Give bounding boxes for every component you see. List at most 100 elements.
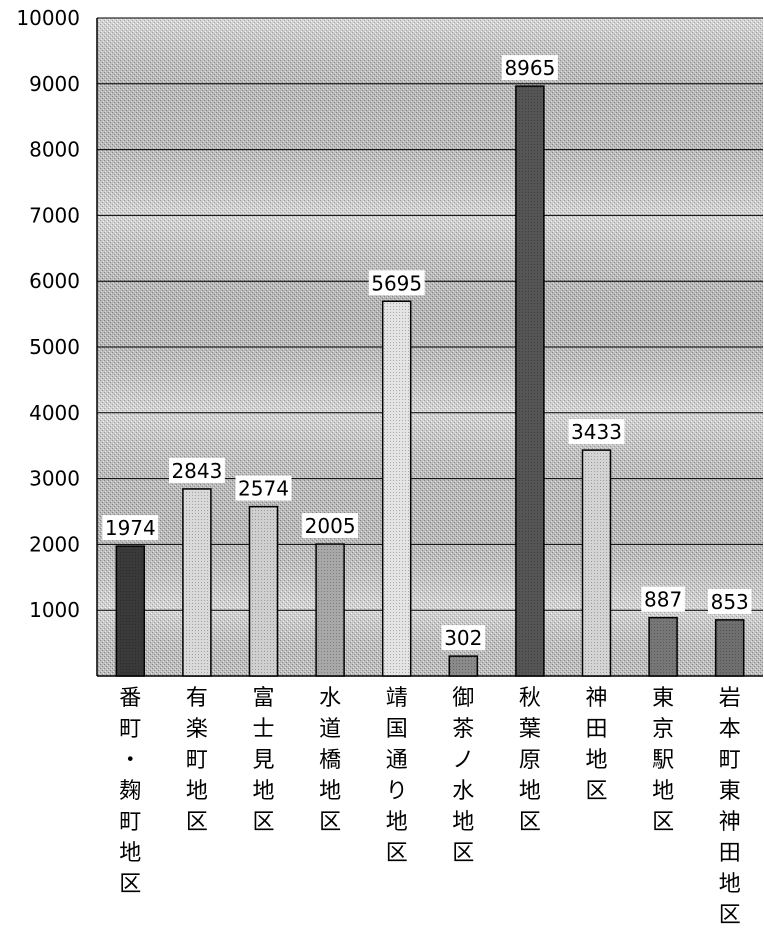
data-label-background xyxy=(302,513,359,539)
x-category-char: 区 xyxy=(119,872,141,897)
data-label: 2843 xyxy=(171,459,222,483)
x-category-char: 区 xyxy=(719,903,741,928)
x-axis: 番町・麹町地区有楽町地区富士見地区水道橋地区靖国通り地区御茶ノ水地区秋葉原地区神… xyxy=(119,686,740,928)
x-category-char: 区 xyxy=(252,810,274,835)
data-label-background xyxy=(168,457,225,483)
x-category-char: 有 xyxy=(186,686,208,711)
x-category-char: 地 xyxy=(519,779,541,804)
x-category-char: 地 xyxy=(252,779,274,804)
gridlines xyxy=(97,17,763,611)
data-label-background xyxy=(707,588,752,614)
data-label-background xyxy=(641,586,685,612)
bar-texture xyxy=(582,450,611,676)
x-category-char: 駅 xyxy=(652,748,674,773)
data-label: 887 xyxy=(644,588,682,612)
x-category-char: 区 xyxy=(319,810,341,835)
x-category-char: 地 xyxy=(119,841,141,866)
x-category-char: 岩 xyxy=(719,686,741,711)
data-label: 1974 xyxy=(105,516,156,540)
x-category-char: 靖 xyxy=(386,686,408,711)
y-tick-label: 4000 xyxy=(29,401,80,425)
x-category-char: 番 xyxy=(119,686,141,711)
data-label: 2005 xyxy=(305,514,356,538)
bar-texture xyxy=(515,86,544,676)
x-category-char: ・ xyxy=(119,748,141,773)
x-category-char: 道 xyxy=(319,717,341,742)
x-category-char: 田 xyxy=(585,717,607,742)
x-category-char: 士 xyxy=(252,717,274,742)
x-category-char: 通 xyxy=(386,748,408,773)
x-category-char: 区 xyxy=(386,841,408,866)
x-category-char: り xyxy=(386,779,408,804)
x-category-char: 地 xyxy=(186,779,208,804)
y-tick-label: 5000 xyxy=(29,335,80,359)
data-label: 5695 xyxy=(371,271,422,295)
x-category-char: 神 xyxy=(585,686,607,711)
data-label: 302 xyxy=(444,626,482,650)
data-label: 853 xyxy=(711,590,749,614)
bar-texture xyxy=(715,619,744,676)
data-label-background xyxy=(102,515,159,541)
x-category-char: 楽 xyxy=(186,717,208,742)
bar-texture xyxy=(116,546,145,676)
x-category-char: 国 xyxy=(386,717,408,742)
x-category-char: 区 xyxy=(519,810,541,835)
x-category-char: 区 xyxy=(186,810,208,835)
x-category-char: 地 xyxy=(585,748,607,773)
y-tick-label: 10000 xyxy=(16,6,80,30)
y-axis: 1000 2000 3000 4000 5000 6000 7000 8000 9000 1000… xyxy=(16,6,763,677)
data-label: 2574 xyxy=(238,477,289,501)
x-category-char: 地 xyxy=(319,779,341,804)
bar-texture xyxy=(382,301,411,676)
x-category-char: 茶 xyxy=(452,717,474,742)
x-category-char: ノ xyxy=(452,748,474,773)
y-tick-label: 7000 xyxy=(29,203,80,227)
data-labels: 1974 2843 2574 2005 5695 302 8965 3433 887 853 xyxy=(102,55,752,651)
x-category-char: 水 xyxy=(319,686,341,711)
data-label-background xyxy=(235,475,292,501)
bar-texture xyxy=(316,544,345,676)
bar-texture xyxy=(649,617,678,676)
data-label: 8965 xyxy=(504,56,555,80)
y-tick-label: 8000 xyxy=(29,138,80,162)
y-tick-label: 6000 xyxy=(29,269,80,293)
x-category-char: 本 xyxy=(719,717,741,742)
x-category-char: 東 xyxy=(652,686,674,711)
bar-texture xyxy=(449,656,478,676)
x-category-char: 京 xyxy=(652,717,674,742)
x-category-char: 町 xyxy=(186,748,208,773)
x-category-char: 原 xyxy=(519,748,541,773)
x-category-char: 麹 xyxy=(119,779,141,804)
x-category-char: 富 xyxy=(252,686,274,711)
x-category-char: 橋 xyxy=(319,748,341,773)
data-label-background xyxy=(501,55,558,81)
x-category-char: 町 xyxy=(119,717,141,742)
x-category-char: 区 xyxy=(452,841,474,866)
x-category-char: 町 xyxy=(719,748,741,773)
bars xyxy=(115,85,745,677)
data-label: 3433 xyxy=(571,420,622,444)
x-category-char: 水 xyxy=(452,779,474,804)
data-label-background xyxy=(568,419,625,445)
x-category-char: 区 xyxy=(585,779,607,804)
y-tick-label: 9000 xyxy=(29,72,80,96)
x-category-char: 区 xyxy=(652,810,674,835)
x-category-char: 見 xyxy=(252,748,274,773)
x-category-char: 地 xyxy=(719,872,741,897)
bar-texture xyxy=(249,506,278,676)
data-label-background xyxy=(441,625,486,651)
x-category-char: 東 xyxy=(719,779,741,804)
x-category-char: 町 xyxy=(119,810,141,835)
x-category-char: 御 xyxy=(452,686,474,711)
data-label-background xyxy=(368,270,425,296)
